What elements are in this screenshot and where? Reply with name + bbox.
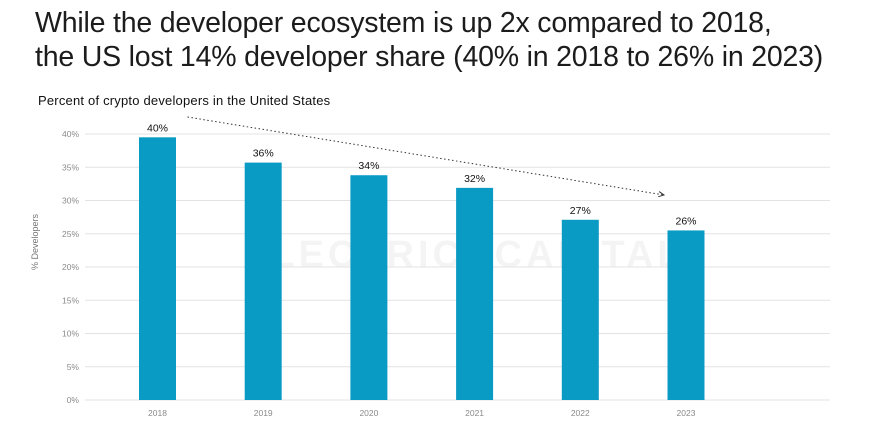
data-label: 34% xyxy=(358,160,379,172)
y-tick-label: 0% xyxy=(67,395,80,405)
x-tick-label: 2020 xyxy=(359,408,378,418)
data-label: 27% xyxy=(570,205,591,217)
y-tick-label: 25% xyxy=(62,229,79,239)
x-tick-label: 2019 xyxy=(254,408,273,418)
y-tick-label: 10% xyxy=(62,329,79,339)
bar xyxy=(667,230,705,400)
bars xyxy=(139,137,705,400)
y-axis-ticks: 0% 5% 10% 15% 20% 25% 30% 35% 40% xyxy=(62,129,79,405)
bar xyxy=(456,187,494,400)
title-line-2: the US lost 14% developer share (40% in … xyxy=(35,41,824,73)
x-tick-label: 2022 xyxy=(571,408,590,418)
trend-line xyxy=(187,116,665,196)
bar xyxy=(139,137,176,400)
x-axis-ticks: 2018 2019 2020 2021 2022 2023 xyxy=(148,408,696,418)
chart-title: While the developer ecosystem is up 2x c… xyxy=(35,6,865,74)
data-label: 36% xyxy=(253,148,274,160)
y-tick-label: 15% xyxy=(62,295,79,305)
y-tick-label: 35% xyxy=(62,162,79,172)
data-labels: 40% 36% 34% 32% 27% 26% xyxy=(147,122,697,227)
bar xyxy=(561,219,599,400)
y-tick-label: 30% xyxy=(62,196,79,206)
y-tick-label: 40% xyxy=(62,129,79,139)
trend-arrowhead xyxy=(658,191,666,198)
title-line-1: While the developer ecosystem is up 2x c… xyxy=(35,7,772,39)
trend-arrow xyxy=(187,116,666,198)
data-label: 40% xyxy=(147,122,168,134)
data-label: 26% xyxy=(675,215,696,227)
y-tick-label: 20% xyxy=(62,262,79,272)
x-tick-label: 2023 xyxy=(677,408,696,418)
bar xyxy=(350,175,388,400)
data-label: 32% xyxy=(464,173,485,185)
bar xyxy=(244,162,282,400)
y-tick-label: 5% xyxy=(67,362,80,372)
chart-subtitle: Percent of crypto developers in the Unit… xyxy=(38,93,331,108)
x-tick-label: 2018 xyxy=(148,408,167,418)
x-tick-label: 2021 xyxy=(465,408,484,418)
